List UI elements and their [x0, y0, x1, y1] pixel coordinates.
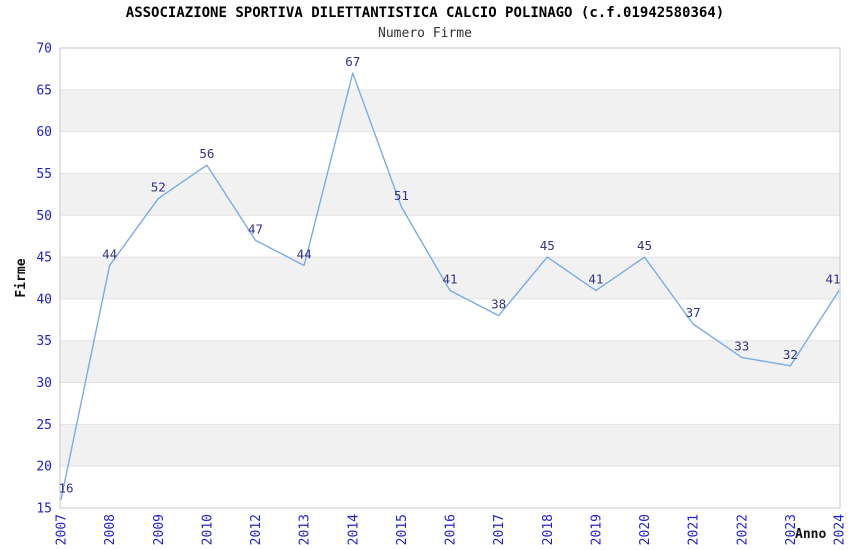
x-tick-label: 2015	[395, 514, 410, 545]
data-point-label: 47	[248, 221, 263, 236]
x-tick-label: 2007	[55, 514, 70, 545]
data-point-label: 52	[151, 180, 166, 195]
plot-band	[60, 340, 840, 383]
y-tick-label: 65	[36, 83, 52, 98]
x-tick-label: 2017	[492, 514, 507, 545]
y-tick-label: 70	[36, 42, 52, 57]
data-point-label: 41	[588, 272, 603, 287]
data-point-label: 41	[825, 272, 840, 287]
y-tick-label: 30	[36, 376, 52, 391]
y-tick-label: 15	[36, 502, 52, 517]
data-line	[60, 72, 840, 500]
x-tick-label: 2013	[298, 514, 313, 545]
x-tick-label: 2008	[103, 514, 118, 545]
data-point-label: 56	[199, 146, 214, 161]
data-point-label: 44	[102, 246, 117, 261]
data-point-label: 16	[58, 481, 73, 496]
x-tick-label: 2009	[152, 514, 167, 545]
plot-band	[60, 424, 840, 467]
x-tick-label: 2024	[833, 514, 848, 545]
x-tick-label: 2023	[784, 514, 799, 545]
chart-title: ASSOCIAZIONE SPORTIVA DILETTANTISTICA CA…	[125, 5, 725, 21]
y-tick-label: 60	[36, 125, 52, 140]
plot-band	[60, 173, 840, 216]
x-tick-label: 2019	[589, 514, 604, 545]
x-axis-title: Anno	[795, 527, 827, 542]
data-point-label: 67	[345, 54, 360, 69]
data-point-label: 32	[783, 347, 798, 362]
y-tick-label: 20	[36, 460, 52, 475]
data-point-label: 33	[734, 338, 749, 353]
data-point-label: 37	[686, 305, 701, 320]
y-tick-label: 55	[36, 167, 52, 182]
data-point-label: 44	[297, 246, 312, 261]
plot-band	[60, 89, 840, 132]
x-tick-label: 2020	[638, 514, 653, 545]
data-point-label: 38	[491, 297, 506, 312]
x-tick-label: 2018	[541, 514, 556, 545]
x-tick-label: 2016	[444, 514, 459, 545]
plot-border	[59, 47, 841, 509]
y-tick-label: 35	[36, 334, 52, 349]
y-tick-label: 50	[36, 209, 52, 224]
plot-band	[60, 257, 840, 299]
x-tick-label: 2014	[346, 514, 361, 545]
chart-subtitle: Numero Firme	[378, 26, 472, 41]
data-point-label: 45	[637, 238, 652, 253]
x-tick-label: 2022	[735, 514, 750, 545]
data-point-label: 45	[540, 238, 555, 253]
x-tick-label: 2012	[249, 514, 264, 545]
y-tick-label: 45	[36, 251, 52, 266]
data-point-label: 41	[442, 272, 457, 287]
y-tick-label: 40	[36, 292, 52, 307]
x-tick-label: 2010	[200, 514, 215, 545]
data-point-label: 51	[394, 188, 409, 203]
x-tick-label: 2021	[687, 514, 702, 545]
y-tick-label: 25	[36, 418, 52, 433]
